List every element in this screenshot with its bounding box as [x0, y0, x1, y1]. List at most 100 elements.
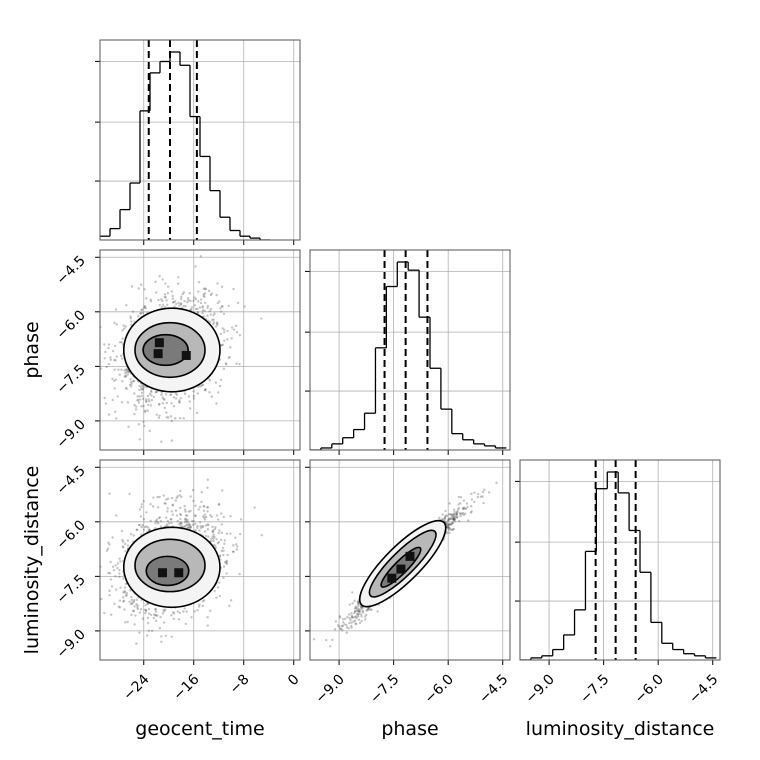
scatter-point: [170, 290, 173, 293]
scatter-point: [455, 513, 458, 516]
scatter-point: [197, 290, 200, 293]
scatter-point: [446, 531, 449, 535]
scatter-point: [129, 316, 132, 320]
scatter-point: [216, 518, 220, 521]
scatter-point: [123, 369, 126, 372]
scatter-point: [144, 608, 148, 612]
scatter-point: [161, 612, 165, 615]
scatter-point: [111, 377, 114, 381]
scatter-point: [192, 299, 195, 302]
scatter-point: [350, 621, 353, 624]
scatter-point: [152, 613, 156, 616]
scatter-point: [119, 354, 123, 358]
scatter-point: [451, 528, 454, 532]
scatter-point: [180, 295, 183, 298]
scatter-point: [356, 612, 359, 616]
scatter-point: [205, 506, 209, 509]
scatter-point: [125, 375, 128, 378]
scatter-point: [166, 291, 170, 295]
scatter-point: [234, 324, 238, 328]
scatter-point: [174, 397, 178, 400]
scatter-point: [183, 299, 186, 303]
scatter-point: [347, 626, 350, 630]
scatter-point: [198, 603, 201, 606]
scatter-point: [201, 306, 204, 309]
scatter-point: [124, 621, 127, 624]
scatter-point: [193, 296, 196, 299]
scatter-point: [361, 611, 365, 614]
scatter-point: [444, 509, 447, 513]
scatter-point: [476, 495, 480, 499]
tick-label-y-phase: −7.5: [53, 362, 88, 397]
scatter-point: [137, 401, 141, 404]
scatter-point: [165, 299, 168, 302]
scatter-point: [224, 560, 228, 564]
scatter-point: [148, 429, 151, 433]
tick-label-x-phase: −9.0: [313, 672, 348, 707]
scatter-point: [203, 516, 206, 519]
scatter-point: [222, 367, 226, 371]
scatter-point: [163, 406, 166, 410]
scatter-point: [130, 595, 133, 599]
scatter-point: [201, 383, 205, 387]
scatter-point: [146, 616, 150, 620]
scatter-point: [165, 416, 169, 419]
scatter-point: [466, 519, 470, 522]
scatter-point: [202, 294, 205, 298]
scatter-point: [125, 369, 129, 372]
scatter-point: [164, 502, 167, 505]
scatter-point: [360, 619, 363, 623]
scatter-point: [146, 621, 150, 625]
scatter-point: [123, 589, 126, 593]
scatter-point: [447, 518, 451, 521]
scatter-point: [119, 560, 122, 563]
scatter-point: [130, 598, 134, 602]
scatter-point: [157, 516, 161, 520]
x-axis-label-geocent-time: geocent_time: [135, 718, 264, 740]
scatter-point: [166, 497, 170, 500]
scatter-point: [339, 627, 343, 631]
scatter-point: [141, 385, 145, 388]
scatter-point: [357, 603, 360, 606]
scatter-point: [191, 488, 195, 492]
scatter-point: [342, 621, 345, 624]
scatter-point: [216, 542, 220, 545]
scatter-point: [210, 395, 214, 398]
scatter-point: [443, 516, 447, 520]
scatter-point: [141, 311, 145, 315]
scatter-point: [206, 523, 209, 526]
scatter-point: [164, 524, 167, 528]
scatter-point: [140, 505, 143, 509]
scatter-point: [203, 513, 206, 516]
scatter-point: [217, 531, 220, 535]
scatter-point: [196, 526, 199, 530]
scatter-point: [113, 602, 116, 606]
scatter-point: [155, 390, 158, 394]
scatter-point: [166, 507, 169, 510]
scatter-point: [107, 541, 110, 544]
scatter-point: [160, 391, 163, 394]
scatter-point: [143, 288, 146, 291]
scatter-point: [219, 332, 222, 336]
scatter-point: [157, 522, 160, 525]
scatter-point: [163, 609, 166, 613]
scatter-point: [163, 398, 166, 401]
scatter-point: [448, 512, 451, 516]
scatter-point: [184, 514, 188, 517]
scatter-point: [229, 599, 233, 602]
scatter-point: [222, 312, 226, 316]
scatter-point: [190, 308, 193, 312]
scatter-point: [183, 521, 187, 524]
scatter-point: [145, 511, 148, 514]
scatter-point: [360, 606, 363, 609]
scatter-point: [115, 514, 118, 517]
density-peak: [158, 568, 167, 578]
scatter-point: [163, 295, 166, 299]
scatter-point: [117, 605, 121, 608]
scatter-point: [442, 518, 445, 521]
scatter-point: [206, 304, 210, 308]
scatter-point: [90, 575, 92, 577]
scatter-point: [182, 417, 186, 420]
scatter-point: [206, 616, 209, 619]
scatter-point: [236, 545, 239, 548]
